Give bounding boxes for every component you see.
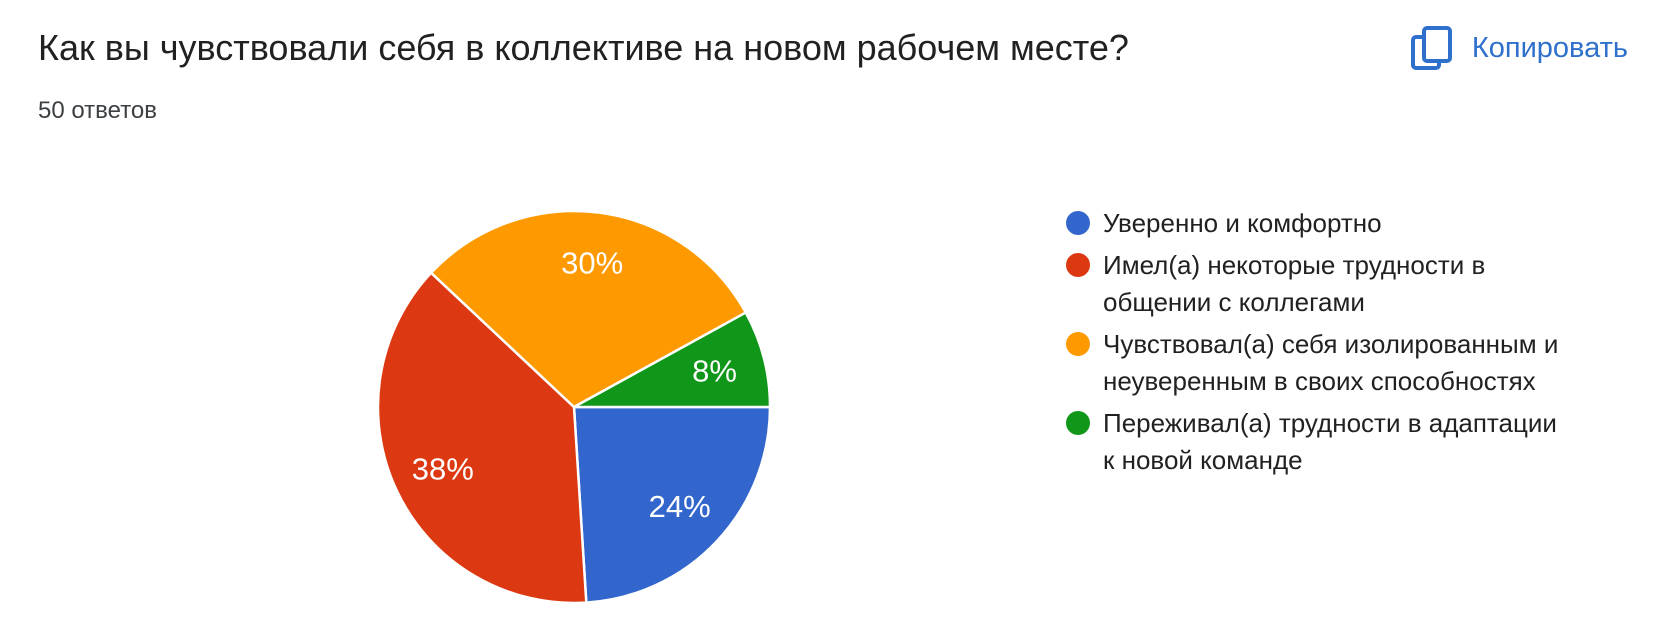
- responses-count: 50 ответов: [38, 97, 158, 124]
- legend-color-dot: [1066, 411, 1090, 435]
- pie-slice-2: [429, 209, 748, 409]
- legend-label: Имел(а) некоторые трудности в общении с …: [1103, 250, 1486, 317]
- legend-item-1: Имел(а) некоторые трудности в общении с …: [1066, 247, 1626, 321]
- pie-slice-label-0: 24%: [649, 489, 711, 524]
- copy-button[interactable]: Копировать: [1406, 20, 1630, 76]
- copy-button-label: Копировать: [1471, 31, 1628, 64]
- legend-item-0: Уверенно и комфортно: [1066, 205, 1626, 242]
- legend-label: Переживал(а) трудности в адаптации к нов…: [1103, 408, 1557, 475]
- pie-slice-0: [572, 405, 772, 604]
- pie-slice-3: [572, 311, 772, 409]
- legend-color-dot: [1066, 211, 1090, 235]
- legend-label: Чувствовал(а) себя изолированным и неуве…: [1103, 329, 1559, 396]
- copy-icon: [1408, 24, 1456, 72]
- pie-slice-1: [376, 271, 588, 605]
- legend-color-dot: [1066, 253, 1090, 277]
- legend-label: Уверенно и комфортно: [1103, 208, 1382, 238]
- pie-slice-label-2: 30%: [561, 246, 623, 281]
- legend-item-2: Чувствовал(а) себя изолированным и неуве…: [1066, 326, 1626, 400]
- legend-color-dot: [1066, 332, 1090, 356]
- pie-slice-label-3: 8%: [692, 353, 737, 388]
- legend-item-3: Переживал(а) трудности в адаптации к нов…: [1066, 405, 1626, 479]
- pie-chart: 24% 38% 30% 8%: [376, 209, 772, 605]
- chart-legend: Уверенно и комфортно Имел(а) некоторые тр…: [1066, 205, 1626, 479]
- question-title: Как вы чувствовали себя в коллективе на …: [38, 27, 1129, 68]
- pie-slice-label-1: 38%: [412, 451, 474, 486]
